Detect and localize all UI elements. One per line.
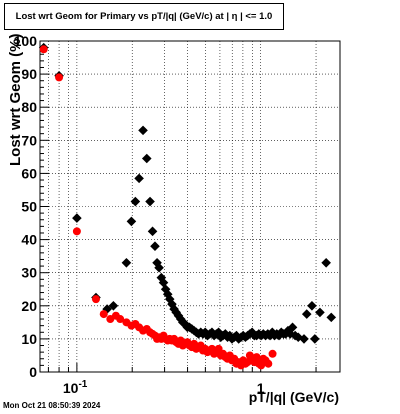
y-tick-label: 30 [21,265,37,281]
data-point-black [167,299,177,309]
y-axis-label: Lost wrt Geom (%) [7,33,24,166]
data-point-red [91,295,100,304]
data-point-black [147,226,158,237]
data-point-red [55,73,64,82]
data-point-black [225,330,235,341]
data-point-black [138,125,148,136]
data-point-black [321,257,331,268]
data-point-black [152,257,162,268]
y-tick-label: 0 [29,364,37,380]
data-point-black [287,322,298,333]
data-point-black [299,334,309,344]
data-point-black [247,327,257,338]
data-point-red [39,45,48,54]
data-point-black [156,272,167,283]
data-point-black [141,153,152,164]
data-point-black [293,332,304,343]
data-point-red [99,310,108,319]
data-point-black [315,307,325,318]
timestamp: Mon Oct 21 08:50:39 2024 [3,401,101,410]
data-point-black [164,294,175,304]
y-tick-label: 50 [21,199,37,215]
data-point-black [301,309,312,319]
data-point-black [150,241,160,252]
data-point-black [126,216,137,227]
data-point-red [264,359,273,368]
data-point-black [274,330,284,341]
data-point-red [252,353,261,362]
data-point-black [108,301,119,311]
axis-layer [39,40,341,373]
x-tick-label: 10-1 [63,379,88,396]
data-point-black [231,330,242,341]
data-point-black [169,304,179,314]
data-point-black [180,319,190,329]
data-point-black [326,312,337,323]
data-point-black [72,213,82,223]
data-layer [38,42,337,370]
y-tick-label: 20 [21,298,37,314]
y-tick-label: 40 [21,232,37,248]
x-axis-label: pT/|q| (GeV/c) [248,389,339,405]
x-tick-label: 1 [257,380,265,396]
data-point-black [213,327,224,338]
y-tick-label: 80 [21,99,37,115]
data-point-black [307,301,317,311]
y-tick-label: 70 [21,132,37,148]
data-point-black [162,289,173,300]
data-point-black [154,262,164,273]
y-tick-label: 100 [14,33,38,49]
y-tick-label: 90 [21,66,37,82]
data-point-black [145,196,155,207]
grid-layer [40,41,340,372]
data-point-black [134,173,144,184]
y-tick-label: 60 [21,165,37,181]
y-tick-label: 10 [21,331,37,347]
data-point-red [116,315,125,324]
data-point-red [72,227,81,236]
data-point-black [220,329,231,339]
data-point-red [268,349,277,358]
data-point-black [121,257,132,268]
chart-title: Lost wrt Geom for Primary vs pT/|q| (GeV… [4,3,284,30]
data-point-black [175,314,186,324]
data-point-black [102,304,112,314]
data-point-black [130,196,141,207]
data-point-black [310,334,320,344]
